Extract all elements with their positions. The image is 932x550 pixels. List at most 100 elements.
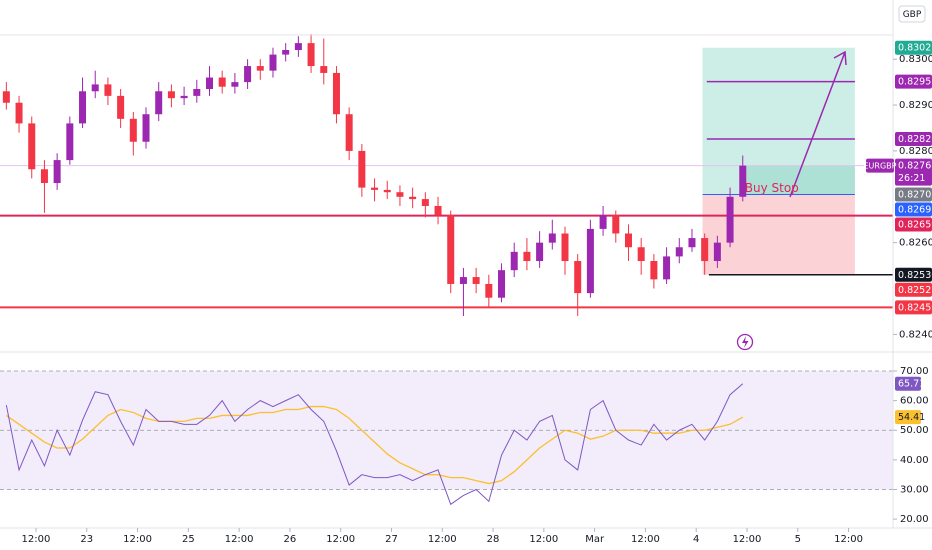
candle-body (650, 261, 658, 280)
value-badge-label: 54.41 (898, 412, 925, 423)
candle-body (79, 91, 87, 124)
price-badge-label: 0.82527 (898, 285, 932, 296)
x-tick-label: 28 (487, 534, 500, 545)
event-icon-bolt (742, 336, 749, 348)
currency-label: GBP (903, 10, 922, 20)
y-tick-label: 50.00 (900, 425, 929, 436)
candle-body (485, 283, 493, 298)
price-badge (895, 217, 932, 232)
candle-body (244, 66, 252, 83)
candle-body (231, 82, 239, 87)
candle-body (53, 160, 61, 184)
candle-body (498, 270, 506, 298)
x-tick-label: 26 (284, 534, 297, 545)
price-badge (895, 187, 932, 202)
candle-body (345, 114, 353, 151)
price-badge-label: 0.82951 (898, 77, 932, 88)
y-tick-label: 70.00 (900, 366, 929, 377)
x-tick-label: 12:00 (631, 534, 660, 545)
candle-body (180, 95, 188, 99)
candle-body (447, 215, 455, 284)
candle-body (739, 165, 747, 197)
x-tick-label: 25 (182, 534, 195, 545)
x-tick-label: 27 (385, 534, 398, 545)
x-tick-label: 12:00 (326, 534, 355, 545)
candle-body (510, 251, 518, 271)
candle-body (218, 77, 226, 87)
open-profit-zone (742, 165, 855, 195)
candle-body (294, 43, 302, 50)
candle-body (409, 196, 417, 200)
candle-body (2, 91, 10, 103)
x-tick-label: 12:00 (123, 534, 152, 545)
candle-body (371, 187, 379, 190)
candle-body (637, 247, 645, 262)
candle-body (472, 277, 480, 284)
candle-body (624, 233, 632, 248)
indicator-line (5, 405, 744, 485)
x-tick-label: 12:00 (225, 534, 254, 545)
candle-body (256, 66, 264, 71)
value-badge-label: 65.71 (898, 379, 925, 390)
y-tick-label: 40.00 (900, 455, 929, 466)
candle-body (713, 242, 721, 262)
x-tick-label: 12:00 (529, 534, 558, 545)
candle-body (28, 123, 36, 170)
value-badge (895, 376, 921, 391)
position-label: Buy Stop (745, 181, 799, 195)
candle-body (688, 238, 696, 248)
symbol-label: EURGBP (864, 162, 897, 171)
price-badge-label: 0.82459 (898, 302, 932, 313)
value-badge (895, 410, 921, 425)
price-badge (895, 74, 932, 89)
symbol-badge (866, 158, 894, 173)
candle-body (155, 91, 163, 115)
y-tick-label: 0.82400 (899, 329, 932, 340)
candle-body (193, 88, 201, 96)
price-badge (895, 131, 932, 146)
candle-body (548, 233, 556, 243)
candle-body (15, 102, 23, 124)
x-tick-label: Mar (585, 534, 605, 545)
candle-body (612, 215, 620, 234)
candle-body (396, 192, 404, 197)
candle-body (282, 50, 290, 55)
x-tick-label: 4 (693, 534, 699, 545)
x-tick-label: 12:00 (428, 534, 457, 545)
candle-body (269, 54, 277, 71)
candle-body (91, 84, 99, 92)
candle-body (66, 123, 74, 161)
price-badge (895, 158, 932, 186)
candle-body (434, 205, 442, 216)
price-badge-label: 0.83025 (898, 43, 932, 54)
candle-body (104, 84, 112, 96)
candle-body (358, 150, 366, 188)
candle-body (421, 199, 429, 206)
indicator-line (5, 383, 744, 506)
price-badge-label: 0.82705 (898, 189, 932, 200)
candle-body (536, 242, 544, 262)
forecast-arrow-head (833, 50, 847, 66)
candle-body (307, 43, 315, 67)
candle-body (142, 114, 150, 142)
candle-body (459, 277, 467, 284)
price-badge-label: 0.82826 (898, 134, 932, 145)
candle-body (383, 189, 391, 193)
candle-body (167, 91, 175, 99)
candle-body (205, 77, 213, 89)
candle-body (726, 196, 734, 243)
candle-body (561, 233, 569, 262)
countdown-label: 26:21 (898, 173, 925, 184)
y-tick-label: 60.00 (900, 396, 929, 407)
x-tick-label: 12:00 (22, 534, 51, 545)
candle-body (320, 66, 328, 73)
price-badge-label: 0.82768 (898, 161, 932, 172)
candle-body (663, 256, 671, 280)
marks-layer (2, 33, 747, 506)
